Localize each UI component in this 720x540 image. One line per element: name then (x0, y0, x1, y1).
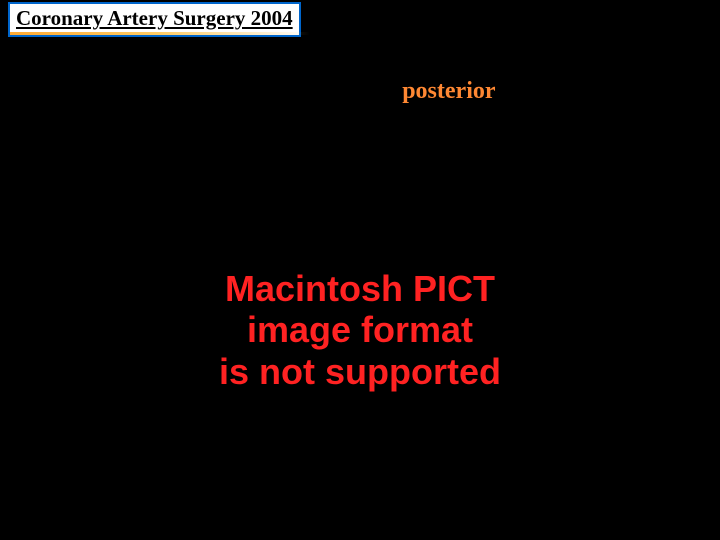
placeholder-line-3: is not supported (219, 351, 501, 392)
patch-closure-label: Patch closure (Dagget) (90, 138, 310, 165)
value-2: 24(10) (410, 244, 474, 271)
subtitle-suffix: VSP (495, 78, 546, 104)
placeholder-line-2: image format (247, 309, 473, 350)
pict-placeholder: Macintosh PICT image format is not suppo… (95, 200, 625, 460)
title-underline (10, 32, 310, 35)
subtitle-prefix: Operative method for (174, 78, 402, 104)
mortality-main: Mortality 27. 8% (0, 108, 720, 135)
page-title: Coronary Artery Surgery 2004 (16, 6, 293, 30)
subtitle-highlight: posterior (402, 78, 495, 104)
infarction-exclusion-label: Infarction exclusion (Komeda-David) (256, 461, 616, 488)
patch-mortality-label: Mortality 16. 7% (104, 172, 269, 199)
infarction-mortality-label: Mortality 41. 7% (388, 492, 553, 519)
th-fragment: th) (540, 168, 567, 195)
value-1: 30(5) (263, 252, 315, 279)
subtitle: Operative method for posterior VSP (0, 78, 720, 105)
